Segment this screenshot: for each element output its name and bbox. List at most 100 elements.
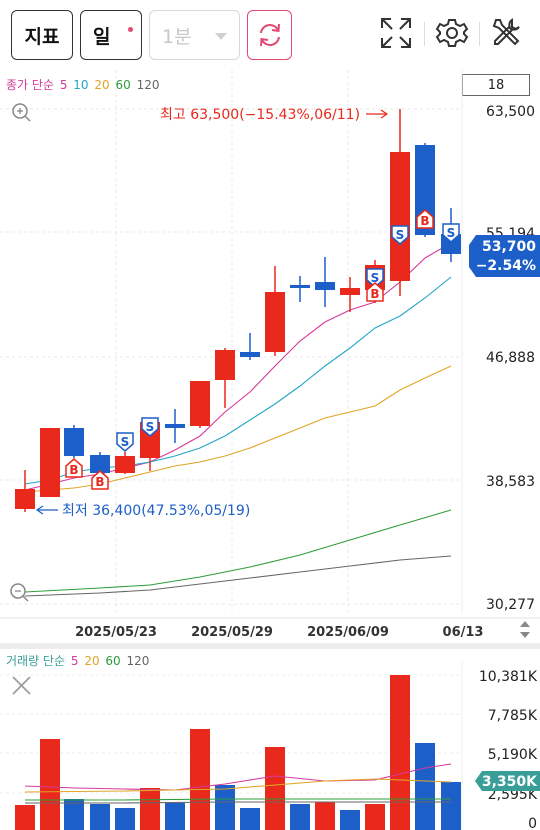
marker-shape bbox=[416, 209, 434, 229]
candle-body bbox=[190, 381, 210, 426]
low-annotation: 최저 36,400(47.53%,05/19) bbox=[35, 503, 250, 519]
buy-signal-marker: B bbox=[65, 458, 83, 478]
volume-bar bbox=[265, 747, 285, 830]
volume-bar bbox=[390, 675, 410, 830]
period-indicator-dot bbox=[128, 27, 133, 32]
zoom-out-icon[interactable] bbox=[10, 583, 29, 602]
toolbar-divider bbox=[424, 22, 425, 46]
volume-bar bbox=[415, 743, 435, 830]
volume-ma-line bbox=[24, 778, 452, 793]
buy-signal-marker: B bbox=[416, 209, 434, 229]
candle-body bbox=[15, 489, 35, 509]
period-button-label: 일 bbox=[93, 25, 111, 48]
ma-line bbox=[24, 242, 452, 491]
candle-body bbox=[290, 285, 310, 288]
refresh-button[interactable] bbox=[247, 10, 292, 60]
chart-toolbar: 지표 일 1분 bbox=[0, 0, 540, 68]
marker-shape bbox=[141, 417, 159, 437]
vma60-legend-label: 60 bbox=[105, 654, 121, 668]
moving-average-lines bbox=[24, 242, 452, 597]
indicator-button-label: 지표 bbox=[24, 25, 60, 48]
period-button[interactable]: 일 bbox=[80, 10, 142, 60]
zoom-in-icon[interactable] bbox=[12, 103, 31, 122]
marker-label: B bbox=[95, 475, 104, 489]
price-tick: 30,277 bbox=[486, 597, 535, 613]
ma10-legend-label: 10 bbox=[73, 78, 89, 92]
volume-bar bbox=[290, 804, 310, 830]
fullscreen-icon[interactable] bbox=[379, 16, 413, 50]
marker-shape bbox=[442, 223, 460, 243]
vma120-legend-label: 120 bbox=[126, 654, 150, 668]
price-axis: 63,500 55,194 46,888 38,583 30,277 bbox=[486, 104, 535, 613]
toolbar-divider bbox=[479, 22, 480, 46]
date-tick: 2025/05/23 bbox=[75, 625, 157, 640]
current-volume: 3,350K bbox=[482, 774, 538, 790]
refresh-icon bbox=[259, 23, 280, 47]
current-price-badge: 53,700 −2.54% bbox=[469, 235, 540, 277]
candle-body bbox=[265, 292, 285, 352]
volume-ma-line bbox=[25, 801, 451, 804]
marker-label: B bbox=[370, 287, 379, 301]
scroll-arrows-icon[interactable] bbox=[520, 621, 530, 638]
volume-bar bbox=[365, 804, 385, 830]
candle-body bbox=[64, 428, 84, 456]
tools-icon[interactable] bbox=[490, 16, 524, 50]
low-annotation-label: 최저 36,400(47.53%,05/19) bbox=[62, 503, 250, 519]
price-ma-legend: 종가 단순 5 10 20 60 120 bbox=[6, 76, 162, 93]
price-legend-title: 종가 단순 bbox=[6, 78, 54, 92]
ma-line bbox=[24, 276, 452, 485]
sell-signal-marker: S bbox=[141, 417, 159, 437]
volume-bar bbox=[165, 803, 185, 830]
marker-label: B bbox=[420, 214, 429, 228]
panel-separator[interactable] bbox=[0, 643, 540, 649]
volume-bar bbox=[40, 739, 60, 830]
volume-bar bbox=[340, 810, 360, 830]
price-tick: 63,500 bbox=[486, 104, 535, 120]
current-change: −2.54% bbox=[476, 258, 536, 274]
vma5-legend-label: 5 bbox=[70, 654, 79, 668]
candle-body bbox=[415, 145, 435, 235]
volume-bar bbox=[215, 785, 235, 830]
volume-bar bbox=[315, 802, 335, 830]
volume-legend-title: 거래량 단순 bbox=[6, 654, 66, 668]
volume-bar bbox=[190, 729, 210, 830]
volume-tick: 7,785K bbox=[488, 708, 538, 724]
marker-shape bbox=[65, 458, 83, 478]
volume-ma-lines bbox=[24, 763, 452, 804]
close-panel-icon[interactable] bbox=[12, 676, 31, 695]
ma120-legend-label: 120 bbox=[136, 78, 160, 92]
candle-body bbox=[165, 424, 185, 428]
high-annotation: 최고 63,500(−15.43%,06/11) bbox=[160, 107, 389, 123]
ma-line bbox=[24, 555, 452, 597]
volume-axis: 10,381K 7,785K 5,190K 2,595K 0 bbox=[479, 669, 538, 830]
ma-line bbox=[24, 509, 452, 593]
candle-body bbox=[240, 352, 260, 357]
candle-body bbox=[40, 428, 60, 497]
marker-shape bbox=[116, 432, 134, 452]
volume-bar bbox=[240, 808, 260, 830]
volume-bar bbox=[441, 782, 461, 830]
candle-body bbox=[315, 282, 335, 290]
marker-shape bbox=[366, 282, 384, 302]
date-axis: 2025/05/23 2025/05/29 2025/06/09 06/13 bbox=[0, 617, 540, 640]
chevron-down-icon bbox=[215, 33, 227, 40]
candle-body bbox=[115, 456, 135, 473]
marker-shape bbox=[391, 225, 409, 245]
candle-body bbox=[390, 152, 410, 281]
indicator-button[interactable]: 지표 bbox=[11, 10, 73, 60]
interval-dropdown[interactable]: 1분 bbox=[149, 10, 240, 60]
price-tick: 38,583 bbox=[486, 474, 535, 490]
gear-icon[interactable] bbox=[435, 16, 469, 50]
price-grid bbox=[0, 70, 463, 612]
buy-signal-marker: B bbox=[91, 470, 109, 490]
volume-tick: 10,381K bbox=[479, 669, 538, 685]
candle-count-value: 18 bbox=[487, 77, 505, 93]
ma-line bbox=[24, 365, 452, 493]
volume-ma-line bbox=[25, 798, 451, 801]
marker-label: S bbox=[146, 420, 155, 434]
buy-signal-marker: B bbox=[366, 282, 384, 302]
vma20-legend-label: 20 bbox=[84, 654, 100, 668]
candle-body bbox=[215, 350, 235, 380]
volume-bar bbox=[64, 799, 84, 830]
